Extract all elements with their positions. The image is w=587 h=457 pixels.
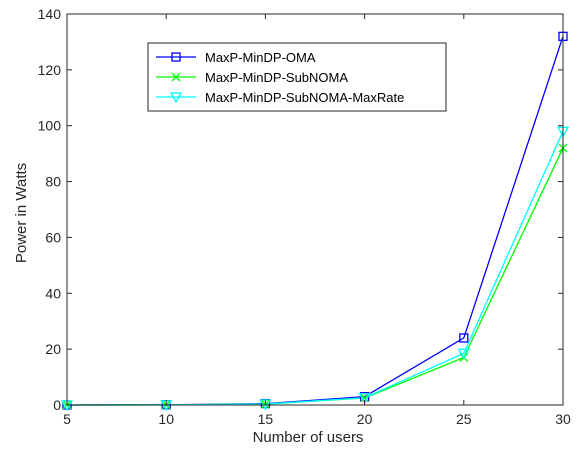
legend-label-2: MaxP-MinDP-SubNOMA <box>205 70 348 85</box>
legend-label-3: MaxP-MinDP-SubNOMA-MaxRate <box>205 90 404 105</box>
x-tick-label: 10 <box>158 411 174 427</box>
y-tick-label: 20 <box>45 341 61 357</box>
data-point-s3-4 <box>358 393 371 405</box>
legend: MaxP-MinDP-OMA MaxP-MinDP-SubNOMA MaxP-Min… <box>147 42 447 112</box>
axes <box>66 13 564 406</box>
x-tick-label: 20 <box>357 411 373 427</box>
legend-marker-2 <box>171 72 181 82</box>
y-axis-label: Power in Watts <box>13 163 30 263</box>
legend-marker-1 <box>171 52 181 62</box>
legend-label-1: MaxP-MinDP-OMA <box>205 50 316 65</box>
x-tick-label: 15 <box>258 411 274 427</box>
y-tick-label: 0 <box>53 397 61 413</box>
x-tick-label: 25 <box>456 411 472 427</box>
data-point-s3-5 <box>457 348 470 360</box>
y-tick-label: 100 <box>38 118 62 134</box>
x-tick-label: 5 <box>63 411 71 427</box>
y-tick-label: 140 <box>38 6 62 22</box>
y-tick-label: 80 <box>45 174 61 190</box>
x-axis-label: Number of users <box>253 429 364 446</box>
x-tick-label: 30 <box>555 411 571 427</box>
legend-marker-3 <box>169 92 183 104</box>
axes-box <box>66 13 564 406</box>
y-tick-label: 60 <box>45 229 61 245</box>
data-point-s2-4 <box>360 393 370 403</box>
y-tick-label: 120 <box>38 62 62 78</box>
y-tick-label: 40 <box>45 285 61 301</box>
data-point-s1-5 <box>459 333 469 343</box>
tick-labels: 5 10 15 20 25 30 0 20 40 60 80 100 120 140 <box>38 6 571 427</box>
legend-box <box>147 42 447 112</box>
